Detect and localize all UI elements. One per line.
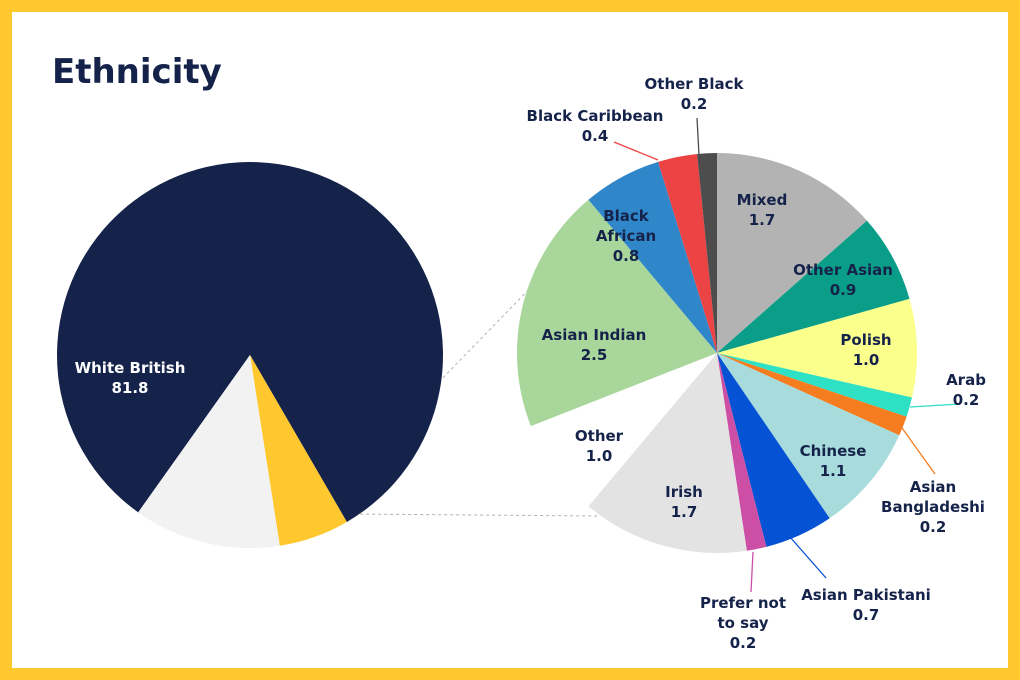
pie-slices	[57, 153, 917, 554]
breakdown-slice-asian-pakistani	[717, 353, 830, 547]
breakdown-slice-other-asian	[717, 220, 910, 353]
breakdown-label-black-caribbean: Black Caribbean 0.4	[527, 107, 664, 145]
breakdown-label-other-asian: Other Asian 0.9	[793, 261, 893, 299]
breakdown-slice-other-black	[697, 153, 717, 353]
breakdown-slice-black-caribbean	[658, 153, 717, 353]
breakdown-label-irish: Irish 1.7	[665, 483, 703, 521]
breakdown-slice-polish	[717, 298, 917, 398]
leader-line-asian-bangladeshi	[901, 427, 936, 475]
breakdown-slice-other	[530, 353, 717, 507]
main-slice-other	[138, 355, 280, 549]
breakdown-label-polish: Polish 1.0	[840, 331, 891, 369]
breakdown-label-prefer-not-to-say: Prefer not to say 0.2	[700, 594, 786, 652]
breakdown-label-black-african: Black African 0.8	[596, 207, 656, 265]
main-label-other: Other 12.3	[361, 332, 410, 370]
breakdown-slice-irish	[588, 353, 747, 554]
pie-labels: White British 81.8 Other White 5.9 Other 12.3…	[75, 75, 987, 652]
leader-line-black-caribbean	[613, 141, 659, 161]
breakdown-slice-arab	[717, 353, 912, 417]
leader-line-asian-pakistani	[789, 536, 827, 579]
breakdown-slice-asian-indian	[517, 199, 717, 427]
leader-line-prefer-not-to-say	[750, 551, 754, 593]
breakdown-label-arab: Arab 0.2	[946, 371, 986, 409]
main-label-white-british: White British 81.8	[75, 359, 186, 397]
breakdown-label-asian-indian: Asian Indian 2.5	[542, 326, 647, 364]
breakdown-slice-chinese	[717, 353, 900, 519]
breakdown-label-asian-pakistani: Asian Pakistani 0.7	[801, 586, 931, 624]
connector-line-bottom	[138, 511, 601, 517]
main-label-other-white: Other White 5.9	[326, 249, 408, 287]
breakdown-label-asian-bangladeshi: Asian Bangladeshi 0.2	[881, 478, 985, 536]
chart-title: Ethnicity	[52, 52, 222, 92]
breakdown-label-mixed: Mixed 1.7	[737, 191, 788, 229]
breakdown-slice-black-african	[588, 161, 717, 353]
main-slice-white-british	[57, 161, 444, 522]
breakdown-label-other-black: Other Black 0.2	[645, 75, 745, 113]
main-slice-other-white	[250, 355, 347, 546]
leader-line-arab	[909, 403, 961, 408]
breakdown-slice-prefer-not-to-say	[717, 353, 767, 551]
breakdown-slice-asian-bangladeshi	[717, 353, 907, 436]
leader-line-other-black	[696, 117, 700, 156]
breakdown-label-chinese: Chinese 1.1	[800, 442, 867, 480]
breakdown-label-other: Other 1.0	[575, 427, 624, 465]
breakdown-slice-mixed	[717, 153, 867, 353]
